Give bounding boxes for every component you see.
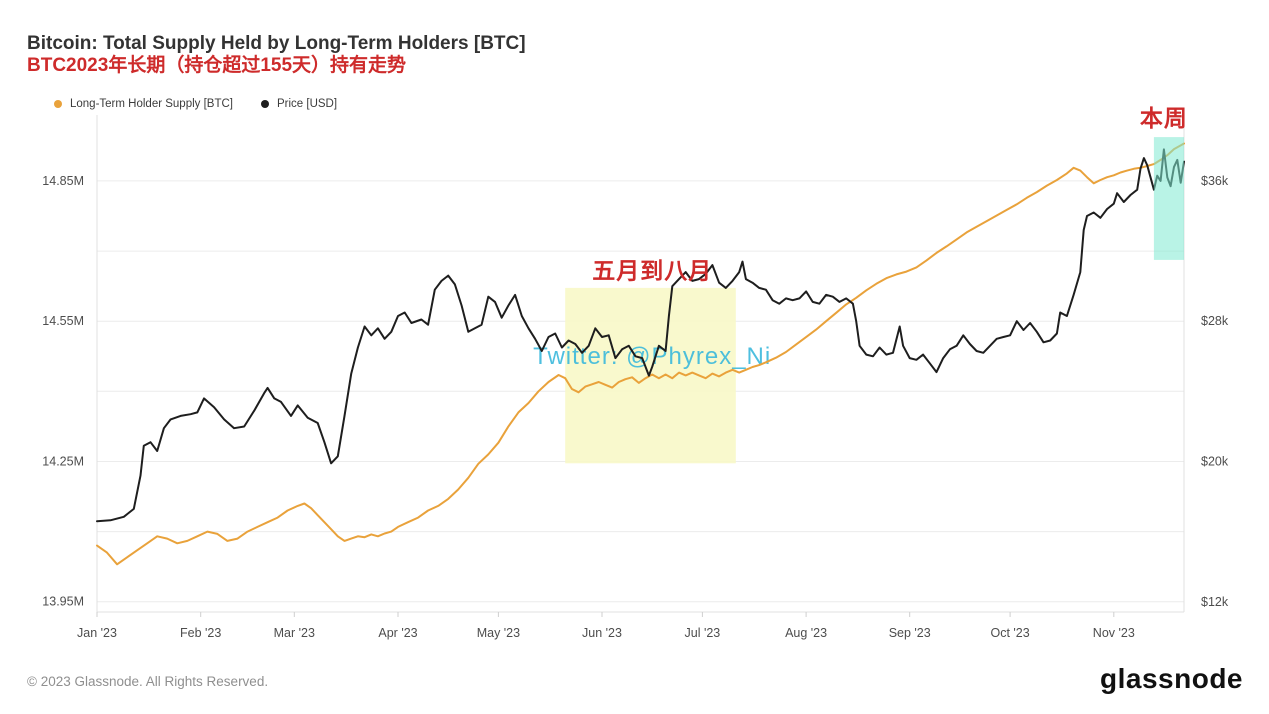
chart-title: Bitcoin: Total Supply Held by Long-Term …	[27, 33, 526, 54]
x-axis-label: Oct '23	[990, 626, 1029, 640]
y-axis-label-right: $28k	[1201, 314, 1229, 328]
copyright-text: © 2023 Glassnode. All Rights Reserved.	[27, 674, 269, 689]
price-swatch-icon	[260, 100, 269, 108]
legend-item-lth-supply[interactable]: Long-Term Holder Supply [BTC]	[54, 98, 233, 110]
y-axis-label-left: 14.55M	[42, 314, 84, 328]
x-axis-label: Aug '23	[785, 626, 827, 640]
y-axis-label-left: 14.85M	[42, 174, 84, 188]
annotation-this-week-label: 本周	[1140, 105, 1188, 131]
y-axis-label-left: 14.25M	[42, 454, 84, 468]
glassnode-logo: glassnode	[1100, 663, 1243, 694]
series-line-price	[96, 148, 1185, 523]
y-axis-label-right: $12k	[1201, 595, 1229, 609]
chart-header: Bitcoin: Total Supply Held by Long-Term …	[27, 32, 526, 77]
y-axis-label-right: $20k	[1201, 455, 1229, 469]
x-axis-label: Jun '23	[582, 626, 622, 640]
x-axis-label: Mar '23	[274, 626, 315, 640]
x-axis-label: Apr '23	[378, 626, 417, 640]
legend-label-lth-supply: Long-Term Holder Supply [BTC]	[70, 98, 233, 110]
annotation-may-aug-label: 五月到八月	[592, 257, 712, 283]
chart-subtitle: BTC2023年长期（持仓超过155天）持有走势	[27, 55, 407, 76]
x-axis-label: Jul '23	[685, 626, 721, 640]
annotation-this-week-highlight	[1153, 137, 1184, 260]
legend-label-price: Price [USD]	[276, 98, 338, 110]
x-axis-label: Sep '23	[889, 626, 931, 640]
legend-item-price[interactable]: Price [USD]	[260, 98, 338, 110]
series-line-lth-supply	[96, 142, 1185, 566]
lth-supply-swatch-icon	[54, 100, 62, 108]
annotation-watermark: Twitter: @Phyrex_Ni	[533, 343, 771, 370]
chart-legend: Long-Term Holder Supply [BTC] Price [USD…	[54, 98, 337, 110]
x-axis-label: May '23	[477, 626, 520, 640]
y-axis-label-right: $36k	[1201, 174, 1229, 188]
y-axis-label-left: 13.95M	[42, 595, 84, 609]
x-axis-label: Jan '23	[77, 626, 117, 640]
annotation-may-aug-highlight	[565, 287, 736, 464]
x-axis-label: Feb '23	[180, 626, 221, 640]
x-axis-label: Nov '23	[1093, 626, 1135, 640]
